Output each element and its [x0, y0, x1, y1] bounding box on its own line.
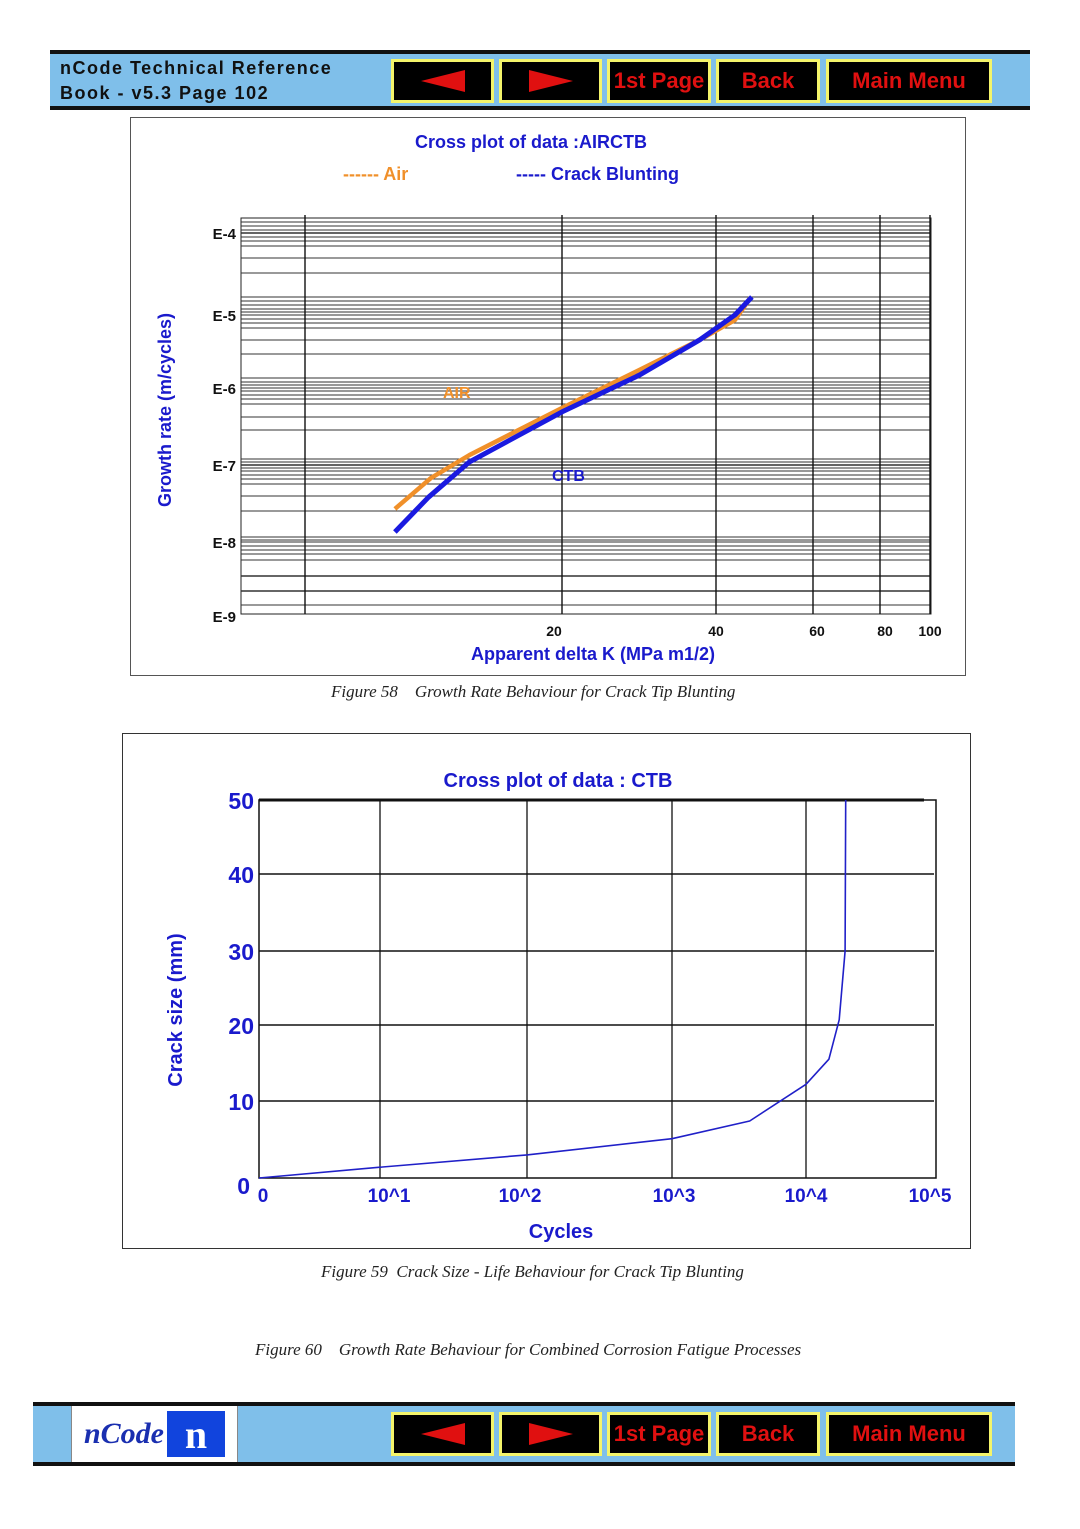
chart-title: Cross plot of data : CTB — [444, 770, 673, 792]
x-axis-label: Apparent delta K (MPa m1/2) — [471, 644, 715, 664]
y-tick-label: 0 — [237, 1173, 250, 1199]
x-axis-label: Cycles — [529, 1221, 594, 1243]
x-tick-label: 10^5 — [909, 1186, 952, 1207]
x-tick-label: 10^2 — [499, 1186, 542, 1207]
plot-border — [240, 217, 932, 615]
y-tick-label: E-4 — [213, 226, 237, 243]
y-tick-label: E-7 — [213, 458, 236, 475]
y-tick-label: 50 — [228, 788, 254, 814]
back-button[interactable]: Back — [716, 1412, 820, 1456]
y-tick-label: E-6 — [213, 381, 236, 398]
x-tick-label: 80 — [877, 623, 893, 639]
next-page-button[interactable] — [499, 1412, 602, 1456]
x-tick-label: 10^3 — [653, 1186, 696, 1207]
annotation-air: AIR — [443, 385, 471, 402]
x-tick-label: 10^1 — [368, 1186, 411, 1207]
x-tick-label: 10^4 — [785, 1186, 828, 1207]
legend-air-label: ------ Air — [343, 164, 408, 184]
annotation-ctb: CTB — [552, 468, 585, 485]
y-tick-label: 20 — [228, 1013, 254, 1039]
grid — [258, 798, 937, 1179]
right-arrow-icon — [528, 70, 573, 92]
plot-border — [258, 799, 937, 1179]
y-axis-label: Growth rate (m/cycles) — [155, 313, 175, 507]
grid — [240, 215, 932, 615]
y-tick-label: 40 — [228, 862, 254, 888]
ncode-logo: nCode n — [71, 1406, 238, 1462]
first-page-button[interactable]: 1st Page — [607, 59, 711, 103]
left-arrow-icon — [420, 70, 465, 92]
bottom-navigation-bar: nCode n 1st Page Back Main Menu — [33, 1402, 1015, 1466]
x-tick-label: 60 — [809, 623, 825, 639]
header-page-info: Book - v5.3 Page 102 — [60, 83, 270, 103]
top-navigation-bar: nCode Technical Reference Book - v5.3 Pa… — [50, 50, 1030, 110]
x-tick-label: 40 — [708, 623, 724, 639]
left-arrow-icon — [420, 1423, 465, 1445]
y-tick-label: 10 — [228, 1089, 254, 1115]
y-tick-label: E-9 — [213, 609, 236, 626]
y-axis-label: Crack size (mm) — [165, 933, 187, 1086]
x-tick-label: 100 — [918, 623, 942, 639]
next-page-button[interactable] — [499, 59, 602, 103]
logo-text: nCode — [83, 1417, 164, 1450]
crack-size-chart: Cross plot of data : CTB Cycles Crack si… — [165, 770, 952, 1243]
header-title: nCode Technical Reference — [60, 58, 333, 78]
series-line-air — [393, 296, 753, 511]
main-menu-button[interactable]: Main Menu — [826, 59, 992, 103]
first-page-button[interactable]: 1st Page — [607, 1412, 711, 1456]
back-button[interactable]: Back — [716, 59, 820, 103]
series-line-ctb — [258, 799, 847, 1179]
x-tick-label: 0 — [258, 1186, 269, 1207]
previous-page-button[interactable] — [391, 59, 494, 103]
right-arrow-icon — [528, 1423, 573, 1445]
figure-59-caption: Figure 59 Crack Size - Life Behaviour fo… — [321, 1262, 744, 1281]
figure-59-frame — [122, 733, 971, 1249]
previous-page-button[interactable] — [391, 1412, 494, 1456]
growth-rate-chart: Cross plot of data :AIRCTB ------ Air --… — [155, 132, 942, 664]
figure-58-frame — [130, 117, 966, 676]
logo-mark-icon: n — [167, 1411, 225, 1457]
y-tick-label: 30 — [228, 939, 254, 965]
y-tick-label: E-8 — [213, 535, 236, 552]
figure-58-caption: Figure 58 Growth Rate Behaviour for Crac… — [331, 682, 736, 701]
legend-crack-blunting: ----- Crack Blunting — [516, 164, 679, 184]
series-line-crack-blunting — [393, 295, 754, 534]
main-menu-button[interactable]: Main Menu — [826, 1412, 992, 1456]
x-tick-label: 20 — [546, 623, 562, 639]
figure-60-caption: Figure 60 Growth Rate Behaviour for Comb… — [255, 1340, 802, 1359]
chart-title: Cross plot of data :AIRCTB — [415, 132, 647, 152]
legend-air: ------ Air — [343, 164, 408, 184]
y-tick-label: E-5 — [213, 308, 236, 325]
